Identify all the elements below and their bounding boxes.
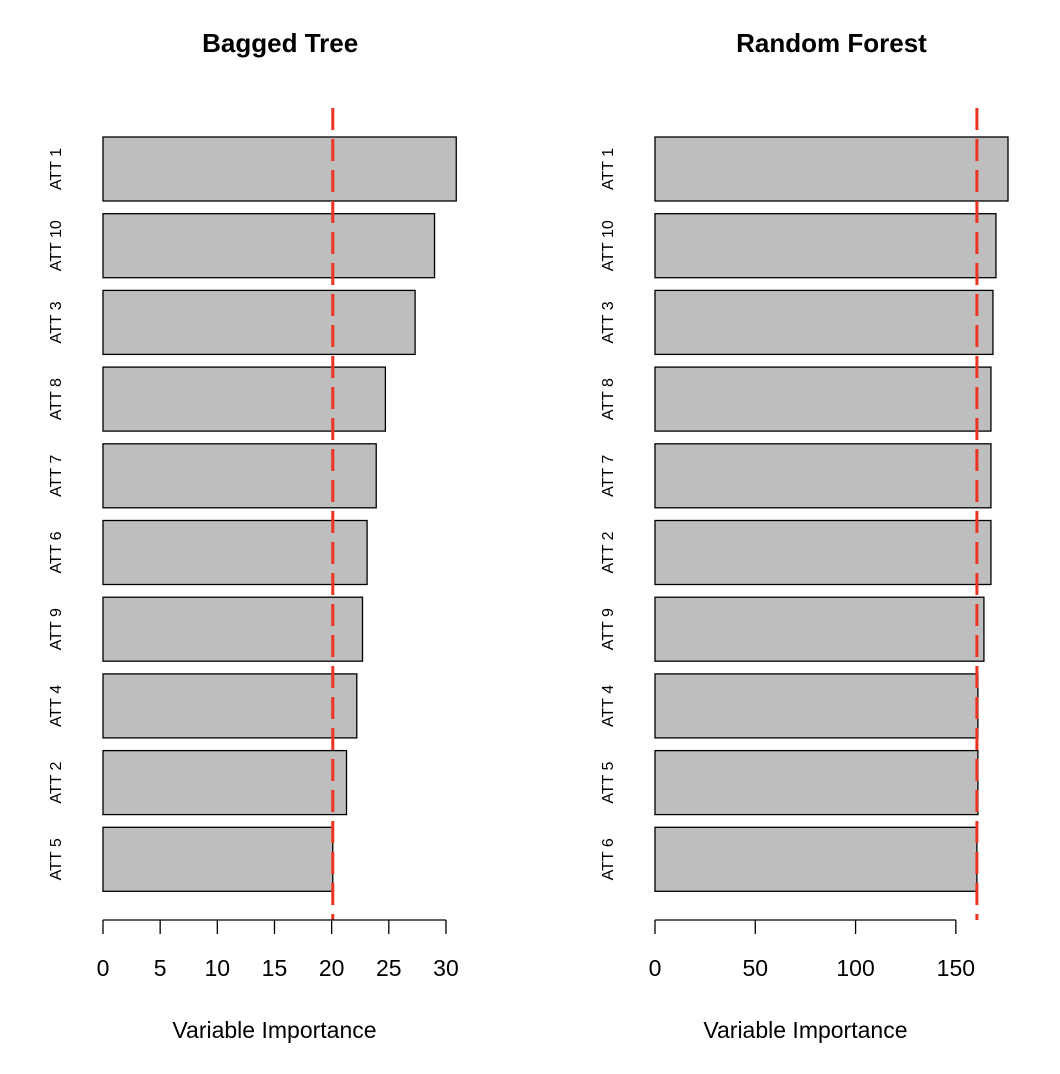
bar bbox=[102, 443, 377, 509]
y-tick-label: ATT 1 bbox=[600, 148, 617, 190]
x-tick-label: 20 bbox=[319, 955, 345, 981]
bar bbox=[654, 826, 978, 892]
x-tick-label: 0 bbox=[649, 955, 662, 981]
bar bbox=[654, 673, 979, 739]
y-tick-label: ATT 10 bbox=[48, 220, 65, 271]
y-tick-label: ATT 8 bbox=[48, 378, 65, 420]
bar bbox=[102, 213, 436, 279]
x-tick-label: 30 bbox=[433, 955, 459, 981]
y-tick-label: ATT 9 bbox=[600, 608, 617, 650]
x-tick-label: 50 bbox=[742, 955, 768, 981]
chart-title: Random Forest bbox=[736, 28, 927, 58]
y-tick-label: ATT 3 bbox=[600, 301, 617, 343]
bar bbox=[102, 826, 334, 892]
bar bbox=[654, 519, 992, 586]
bar bbox=[102, 749, 348, 816]
x-axis-label: Variable Importance bbox=[172, 1017, 376, 1043]
y-tick-label: ATT 7 bbox=[600, 455, 617, 497]
x-tick-label: 10 bbox=[205, 955, 231, 981]
bar bbox=[102, 596, 364, 662]
y-tick-label: ATT 1 bbox=[48, 148, 65, 190]
y-tick-label: ATT 5 bbox=[600, 761, 617, 803]
y-tick-label: ATT 8 bbox=[600, 378, 617, 420]
bar bbox=[654, 443, 992, 509]
bar bbox=[654, 136, 1009, 202]
y-tick-label: ATT 9 bbox=[48, 608, 65, 650]
bar bbox=[102, 136, 457, 202]
x-tick-label: 25 bbox=[376, 955, 402, 981]
y-tick-label: ATT 4 bbox=[48, 685, 65, 727]
x-axis-label: Variable Importance bbox=[703, 1017, 907, 1043]
x-tick-label: 0 bbox=[97, 955, 110, 981]
bar bbox=[102, 366, 387, 432]
bar bbox=[654, 289, 994, 356]
bar bbox=[654, 213, 997, 279]
x-tick-label: 150 bbox=[937, 955, 975, 981]
y-tick-label: ATT 7 bbox=[48, 455, 65, 497]
x-tick-label: 15 bbox=[262, 955, 288, 981]
y-tick-label: ATT 2 bbox=[48, 761, 65, 803]
bar bbox=[102, 673, 358, 739]
y-tick-label: ATT 3 bbox=[48, 301, 65, 343]
bar bbox=[654, 366, 992, 432]
y-tick-label: ATT 2 bbox=[600, 531, 617, 573]
y-tick-label: ATT 5 bbox=[48, 838, 65, 880]
bar bbox=[654, 749, 979, 816]
chart-title: Bagged Tree bbox=[202, 28, 358, 58]
x-tick-label: 100 bbox=[836, 955, 874, 981]
y-tick-label: ATT 4 bbox=[600, 685, 617, 727]
bar bbox=[654, 596, 985, 662]
y-tick-label: ATT 10 bbox=[600, 220, 617, 271]
x-tick-label: 5 bbox=[154, 955, 167, 981]
y-tick-label: ATT 6 bbox=[48, 531, 65, 573]
y-tick-label: ATT 6 bbox=[600, 838, 617, 880]
bar bbox=[102, 519, 368, 586]
bar bbox=[102, 289, 416, 356]
